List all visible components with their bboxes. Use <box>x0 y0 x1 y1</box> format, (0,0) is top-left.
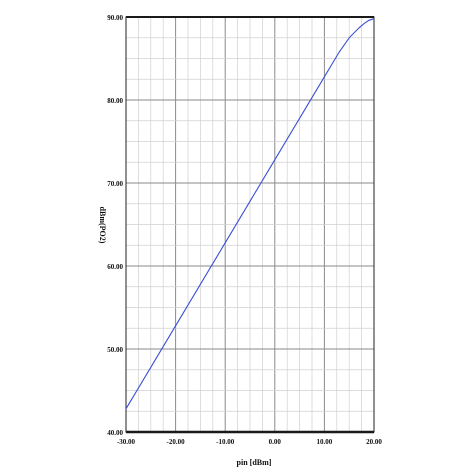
grid <box>125 16 375 434</box>
x-axis-label: pin [dBm] <box>237 458 272 467</box>
plot-frame <box>125 16 375 433</box>
y-tick-label: 40.00 <box>107 429 123 437</box>
y-tick-label: 80.00 <box>107 97 123 105</box>
y-tick-label: 70.00 <box>107 180 123 188</box>
x-tick-label: 20.00 <box>366 438 382 446</box>
series-group <box>125 18 375 410</box>
x-tick-label: 0.00 <box>269 438 282 446</box>
y-tick-label: 60.00 <box>107 263 123 271</box>
x-tick-label: -20.00 <box>167 438 186 446</box>
x-tick-labels: -30.00 -20.00 -10.00 0.00 10.00 20.00 <box>117 438 382 446</box>
y-tick-label: 50.00 <box>107 346 123 354</box>
y-tick-label: 90.00 <box>107 14 123 22</box>
y-axis-label: dBm(PO2) <box>98 207 107 244</box>
x-tick-label: 10.00 <box>317 438 333 446</box>
x-tick-label: -10.00 <box>216 438 235 446</box>
y-tick-labels: 40.00 50.00 60.00 70.00 80.00 90.00 <box>107 14 123 437</box>
series-line-1 <box>125 18 375 410</box>
x-tick-label: -30.00 <box>117 438 136 446</box>
